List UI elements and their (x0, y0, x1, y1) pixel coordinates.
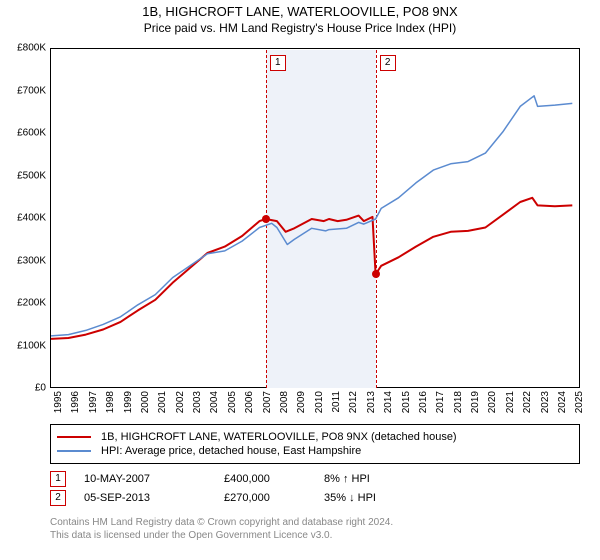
sale-diff-suffix-1: HPI (352, 473, 370, 485)
sales-table: 1 10-MAY-2007 £400,000 8% HPI 2 05-SEP-2… (50, 468, 580, 509)
x-tick-label: 2005 (227, 391, 238, 413)
y-tick-label: £300K (2, 255, 46, 266)
legend-box: 1B, HIGHCROFT LANE, WATERLOOVILLE, PO8 9… (50, 424, 580, 464)
x-tick-label: 2021 (505, 391, 516, 413)
legend-label-1: 1B, HIGHCROFT LANE, WATERLOOVILLE, PO8 9… (101, 431, 457, 443)
legend-swatch-2 (57, 450, 91, 452)
sale-price-2: £270,000 (224, 492, 324, 504)
sale-price-1: £400,000 (224, 473, 324, 485)
sale-diff-pct-2: 35% (324, 492, 346, 504)
legend-row-2: HPI: Average price, detached house, East… (57, 445, 573, 457)
x-tick-label: 2018 (453, 391, 464, 413)
legend-row-1: 1B, HIGHCROFT LANE, WATERLOOVILLE, PO8 9… (57, 431, 573, 443)
x-tick-label: 2001 (157, 391, 168, 413)
sale-marker-num-2: 2 (385, 57, 391, 68)
x-tick-label: 2013 (366, 391, 377, 413)
x-tick-label: 2022 (522, 391, 533, 413)
x-tick-label: 2003 (192, 391, 203, 413)
x-tick-label: 1997 (88, 391, 99, 413)
footer: Contains HM Land Registry data © Crown c… (50, 516, 580, 542)
x-tick-label: 2017 (435, 391, 446, 413)
sale-marker-box-1: 1 (270, 55, 286, 71)
x-tick-label: 2020 (487, 391, 498, 413)
x-tick-label: 2012 (348, 391, 359, 413)
sale-diff-1: 8% HPI (324, 473, 580, 485)
sale-marker-box-2: 2 (380, 55, 396, 71)
footer-line1: Contains HM Land Registry data © Crown c… (50, 516, 580, 529)
plot-box: 1 2 (50, 48, 580, 388)
x-tick-label: 2002 (175, 391, 186, 413)
series-hpi (51, 96, 572, 336)
sale-dot-2 (372, 270, 380, 278)
sale-dot-1 (262, 215, 270, 223)
x-tick-label: 2010 (314, 391, 325, 413)
legend-label-2: HPI: Average price, detached house, East… (101, 445, 361, 457)
x-tick-label: 2019 (470, 391, 481, 413)
x-tick-label: 2016 (418, 391, 429, 413)
chart-area: 1 2 £0£100K£200K£300K£400K£500K£600K£700… (50, 48, 580, 388)
y-tick-label: £200K (2, 298, 46, 309)
x-tick-label: 2009 (296, 391, 307, 413)
arrow-down-icon (349, 492, 355, 504)
y-tick-label: £800K (2, 43, 46, 54)
series-property (376, 198, 573, 274)
x-tick-label: 1999 (123, 391, 134, 413)
x-tick-label: 1998 (105, 391, 116, 413)
series-svg (51, 49, 581, 389)
sale-diff-suffix-2: HPI (358, 492, 376, 504)
sale-marker-num-1: 1 (275, 57, 281, 68)
x-tick-label: 2025 (574, 391, 585, 413)
x-tick-label: 2004 (209, 391, 220, 413)
legend-swatch-1 (57, 436, 91, 438)
footer-line2: This data is licensed under the Open Gov… (50, 529, 580, 542)
x-tick-label: 2006 (244, 391, 255, 413)
sale-row-num-2: 2 (50, 490, 66, 506)
sale-row-2: 2 05-SEP-2013 £270,000 35% HPI (50, 490, 580, 506)
y-tick-label: £600K (2, 128, 46, 139)
sale-row-num-1: 1 (50, 471, 66, 487)
sale-date-2: 05-SEP-2013 (84, 492, 224, 504)
sale-diff-2: 35% HPI (324, 492, 580, 504)
y-tick-label: £100K (2, 340, 46, 351)
title-line1: 1B, HIGHCROFT LANE, WATERLOOVILLE, PO8 9… (0, 4, 600, 19)
sale-date-1: 10-MAY-2007 (84, 473, 224, 485)
sale-row-1: 1 10-MAY-2007 £400,000 8% HPI (50, 471, 580, 487)
titles: 1B, HIGHCROFT LANE, WATERLOOVILLE, PO8 9… (0, 0, 600, 35)
x-tick-label: 1995 (53, 391, 64, 413)
x-tick-label: 2011 (331, 391, 342, 413)
x-tick-label: 2014 (383, 391, 394, 413)
y-tick-label: £0 (2, 383, 46, 394)
y-tick-label: £700K (2, 85, 46, 96)
y-tick-label: £400K (2, 213, 46, 224)
sale-diff-pct-1: 8% (324, 473, 340, 485)
y-tick-label: £500K (2, 170, 46, 181)
x-tick-label: 1996 (70, 391, 81, 413)
x-tick-label: 2015 (401, 391, 412, 413)
chart-container: 1B, HIGHCROFT LANE, WATERLOOVILLE, PO8 9… (0, 0, 600, 560)
x-tick-label: 2007 (262, 391, 273, 413)
arrow-up-icon (343, 473, 349, 485)
x-tick-label: 2023 (540, 391, 551, 413)
title-line2: Price paid vs. HM Land Registry's House … (0, 21, 600, 35)
series-property (266, 216, 376, 275)
x-tick-label: 2024 (557, 391, 568, 413)
x-tick-label: 2000 (140, 391, 151, 413)
series-property (51, 219, 266, 339)
x-tick-label: 2008 (279, 391, 290, 413)
